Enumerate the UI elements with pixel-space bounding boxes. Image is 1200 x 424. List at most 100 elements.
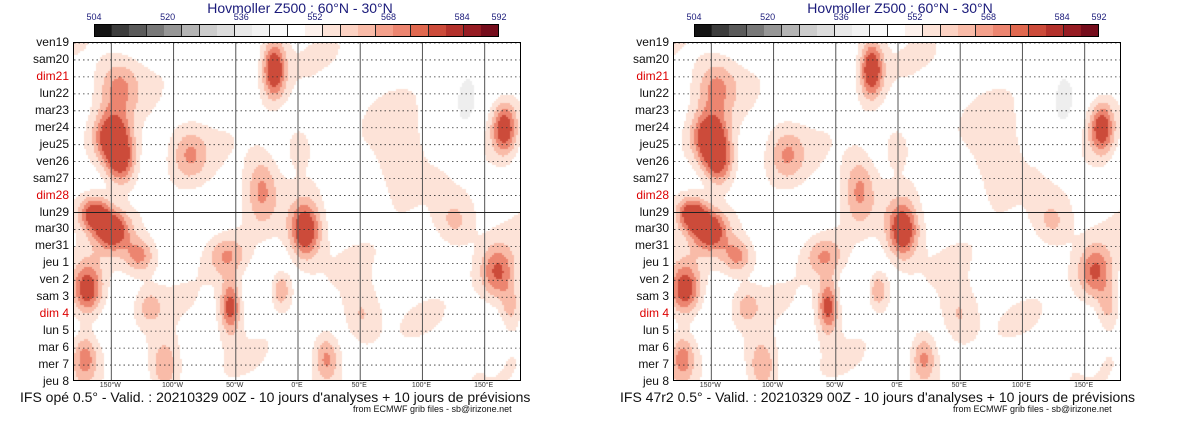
colorbar-swatch [446, 24, 465, 37]
colorbar-tick-label: 536 [833, 12, 849, 22]
day-label: mer24 [634, 119, 669, 134]
colorbar-swatch [958, 24, 977, 37]
chart-title: Hovmoller Z500 : 60°N - 30°N [207, 0, 393, 16]
colorbar-tick-label: 592 [1091, 12, 1107, 22]
colorbar-swatch [834, 24, 853, 37]
longitude-label: 100°W [162, 382, 184, 389]
longitude-label: 50°E [951, 382, 967, 389]
colorbar-tick-label: 592 [491, 12, 507, 22]
colorbar-swatch [217, 24, 236, 37]
longitude-label: 100°E [1011, 382, 1032, 389]
day-label: dim21 [36, 68, 69, 83]
colorbar-swatch [799, 24, 818, 37]
day-label: ven 2 [639, 272, 669, 287]
colorbar-swatch [393, 24, 412, 37]
day-label: ven26 [636, 153, 669, 168]
day-label: ven19 [36, 35, 69, 49]
longitude-label: 0°E [891, 382, 903, 389]
colorbar-tick-label: 520 [760, 12, 776, 22]
day-label: mar30 [34, 221, 69, 236]
day-label: lun 5 [642, 323, 669, 338]
longitude-label: 50°W [226, 382, 244, 389]
day-label: mer31 [634, 238, 669, 253]
day-label: dim28 [636, 187, 669, 202]
day-label: mar30 [634, 221, 669, 236]
colorbar-swatch [764, 24, 783, 37]
model-caption: IFS opé 0.5° - Valid. : 20210329 00Z - 1… [20, 389, 531, 405]
longitude-label: 150°E [474, 382, 494, 389]
colorbar-swatch [111, 24, 130, 37]
colorbar-frame [94, 24, 499, 37]
longitude-label: 50°W [826, 382, 844, 389]
colorbar-swatch [375, 24, 394, 37]
colorbar-swatch [287, 24, 306, 37]
day-label: jeu 8 [42, 374, 69, 388]
grid-overlay [74, 43, 520, 380]
colorbar-swatch [340, 24, 359, 37]
day-label: mer24 [34, 119, 69, 134]
day-label: mer 7 [38, 357, 69, 372]
credit-line: from ECMWF grib files - sb@irizone.net [353, 404, 512, 414]
colorbar-swatch [905, 24, 924, 37]
hovmoller-plot [73, 42, 521, 381]
colorbar-tick-label: 536 [233, 12, 249, 22]
colorbar-swatch [817, 24, 836, 37]
colorbar-swatch [182, 24, 201, 37]
heatmap-field [674, 43, 1120, 380]
day-label: dim28 [36, 187, 69, 202]
colorbar-tick-label: 584 [1054, 12, 1070, 22]
colorbar-swatch [199, 24, 218, 37]
colorbar-swatch [252, 24, 271, 37]
credit-line: from ECMWF grib files - sb@irizone.net [953, 404, 1112, 414]
colorbar-swatch [270, 24, 289, 37]
colorbar-swatch [146, 24, 165, 37]
colorbar-swatch [428, 24, 447, 37]
colorbar-tick-label: 520 [160, 12, 176, 22]
day-label: sam27 [632, 170, 669, 185]
hovmoller-plot [673, 42, 1121, 381]
model-caption: IFS 47r2 0.5° - Valid. : 20210329 00Z - … [620, 389, 1136, 405]
colorbar: 504 520 536 552 568 584 592 [686, 12, 1107, 37]
day-label: dim21 [636, 68, 669, 83]
heatmap-field [74, 43, 520, 380]
colorbar-swatch [164, 24, 183, 37]
day-label: sam20 [632, 51, 669, 66]
day-label: mar 6 [38, 340, 69, 355]
longitude-label: 100°E [411, 382, 432, 389]
day-label: mer31 [34, 238, 69, 253]
colorbar-swatch [729, 24, 748, 37]
longitude-label: 150°W [99, 382, 121, 389]
day-label: ven 2 [39, 272, 69, 287]
colorbar-swatch [1063, 24, 1082, 37]
panel-right: Hovmoller Z500 : 60°N - 30°N 504 520 536 55… [600, 0, 1200, 424]
colorbar-tick-label: 584 [454, 12, 470, 22]
day-label: lun22 [39, 85, 69, 100]
day-label: ven26 [36, 153, 69, 168]
colorbar-swatch [694, 24, 712, 37]
colorbar-swatch [975, 24, 994, 37]
colorbar-tick-label: 552 [307, 12, 323, 22]
colorbar-swatch [305, 24, 324, 37]
colorbar-swatch [410, 24, 429, 37]
colorbar: 504 520 536 552 568 584 592 [86, 12, 507, 37]
colorbar-swatch [129, 24, 148, 37]
day-label: jeu25 [39, 136, 69, 151]
longitude-label: 150°W [699, 382, 721, 389]
colorbar-swatch [322, 24, 341, 37]
colorbar-swatch [711, 24, 730, 37]
day-label: jeu25 [639, 136, 669, 151]
colorbar-swatch [782, 24, 801, 37]
colorbar-swatch [887, 24, 906, 37]
colorbar-swatch [463, 24, 482, 37]
day-label: lun29 [39, 204, 69, 219]
day-label: sam27 [32, 170, 69, 185]
day-label: jeu 1 [642, 255, 669, 270]
colorbar-swatch [358, 24, 377, 37]
colorbar-swatch [1028, 24, 1047, 37]
colorbar-swatch [1010, 24, 1029, 37]
day-label: lun29 [639, 204, 669, 219]
day-label: sam 3 [636, 289, 669, 304]
colorbar-swatch [922, 24, 941, 37]
longitude-label: 150°E [1074, 382, 1094, 389]
colorbar-tick-label: 568 [381, 12, 397, 22]
